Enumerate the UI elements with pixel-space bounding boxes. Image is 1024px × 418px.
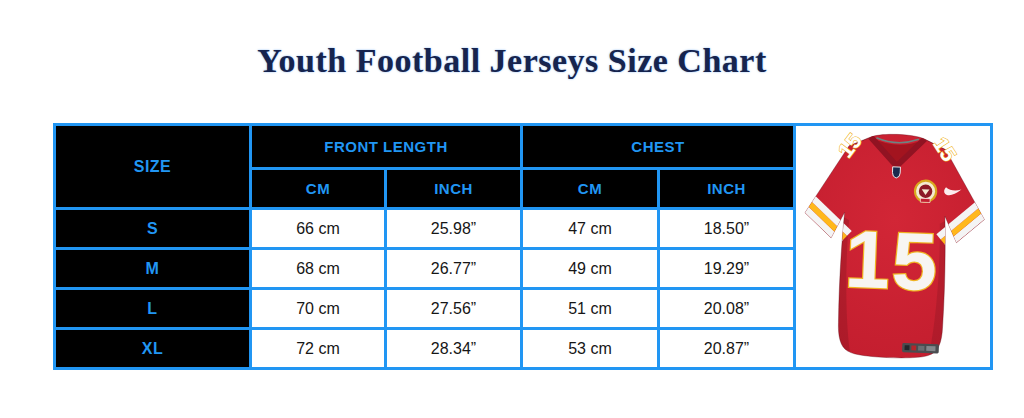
jersey-image: 15 15 15 [797,128,990,366]
column-header-chest: CHEST [522,125,795,169]
chest-inch-value: 20.87” [659,329,795,369]
chest-number: 15 [843,213,940,307]
page-title: Youth Football Jerseys Size Chart [0,42,1024,80]
chest-cm-value: 49 cm [522,249,659,289]
front-length-cm-value: 66 cm [251,209,386,249]
chest-inch-value: 19.29” [659,249,795,289]
front-length-cm-value: 72 cm [251,329,386,369]
chest-cm-value: 53 cm [522,329,659,369]
size-chart-table: SIZE FRONT LENGTH CHEST [53,123,993,370]
subheader-chest-cm: CM [522,169,659,209]
front-length-inch-value: 28.34” [386,329,522,369]
column-header-front-length: FRONT LENGTH [251,125,522,169]
nfl-shield-icon [892,166,900,177]
front-length-inch-value: 26.77” [386,249,522,289]
jersey-image-cell: 15 15 15 [795,125,992,369]
chest-inch-value: 20.08” [659,289,795,329]
column-header-size: SIZE [55,125,251,209]
front-length-inch-value: 27.56” [386,289,522,329]
size-label: XL [55,329,251,369]
size-label: S [55,209,251,249]
front-length-cm-value: 68 cm [251,249,386,289]
size-label: L [55,289,251,329]
front-length-inch-value: 25.98” [386,209,522,249]
chest-cm-value: 51 cm [522,289,659,329]
front-length-cm-value: 70 cm [251,289,386,329]
subheader-front-cm: CM [251,169,386,209]
jock-tag [902,342,939,353]
chest-inch-value: 18.50” [659,209,795,249]
chest-cm-value: 47 cm [522,209,659,249]
subheader-front-inch: INCH [386,169,522,209]
team-patch-icon [914,180,936,203]
size-label: M [55,249,251,289]
subheader-chest-inch: INCH [659,169,795,209]
jersey-graphic: 15 15 15 [797,128,990,361]
